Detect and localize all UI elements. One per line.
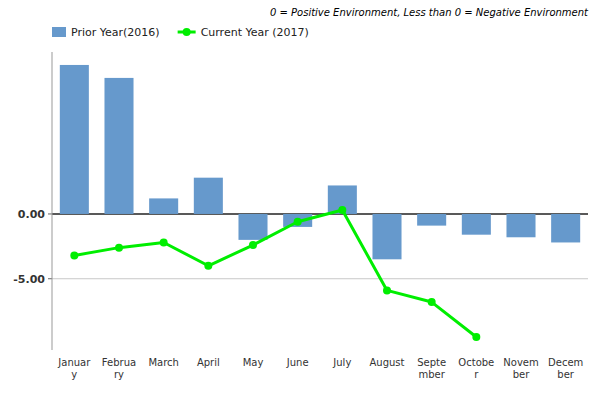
x-tick-label: February (102, 357, 136, 380)
x-tick-label: August (370, 357, 405, 368)
grid: 0.00 -5.00 (13, 208, 588, 286)
bar (462, 214, 491, 235)
x-tick-label: April (197, 357, 220, 368)
line-marker (383, 286, 391, 294)
x-tick-label: March (148, 357, 178, 368)
legend-marker (183, 28, 191, 36)
x-tick-label: December (548, 357, 583, 380)
y-tick-label: -5.00 (13, 273, 45, 286)
annotation: 0 = Positive Environment, Less than 0 = … (270, 7, 589, 18)
line-marker (428, 298, 436, 306)
y-tick (48, 278, 52, 279)
x-tick-label: October (458, 357, 494, 380)
legend-label: Current Year (2017) (201, 26, 309, 39)
x-tick-label: July (332, 357, 351, 368)
bar (417, 214, 446, 226)
legend-swatch (52, 27, 66, 37)
line-marker (249, 241, 257, 249)
bar (372, 214, 401, 259)
x-tick-label: May (243, 357, 264, 368)
line-marker (338, 206, 346, 214)
grid-line (52, 278, 588, 279)
lines (70, 206, 480, 341)
y-tick-label: 0.00 (18, 208, 45, 221)
x-tick-label: September (417, 357, 446, 380)
plot-area (60, 65, 580, 341)
line-marker (294, 218, 302, 226)
legend: Prior Year(2016) Current Year (2017) (52, 26, 309, 39)
bar (551, 214, 580, 243)
bar (506, 214, 535, 237)
line-marker (70, 251, 78, 259)
bars (60, 65, 580, 259)
y-tick (48, 213, 52, 214)
line-marker (472, 333, 480, 341)
y-axis-line (52, 52, 53, 350)
bar (60, 65, 89, 214)
bar (104, 78, 133, 214)
bar (194, 178, 223, 214)
x-tick-label: June (286, 357, 309, 368)
x-tick-label: January (57, 357, 91, 380)
bar (149, 198, 178, 214)
line-marker (115, 244, 123, 252)
legend-item: Current Year (2017) (178, 26, 309, 39)
x-axis: January February March April May June July Augu… (57, 357, 583, 380)
line-marker (160, 238, 168, 246)
line-marker (204, 262, 212, 270)
legend-item: Prior Year(2016) (52, 26, 160, 39)
line (74, 210, 476, 337)
x-tick-label: November (503, 357, 538, 380)
bar (238, 214, 267, 240)
legend-label: Prior Year(2016) (71, 26, 160, 39)
chart: 0.00 -5.00 January February March April May Jun… (0, 0, 600, 400)
bar (328, 185, 357, 214)
